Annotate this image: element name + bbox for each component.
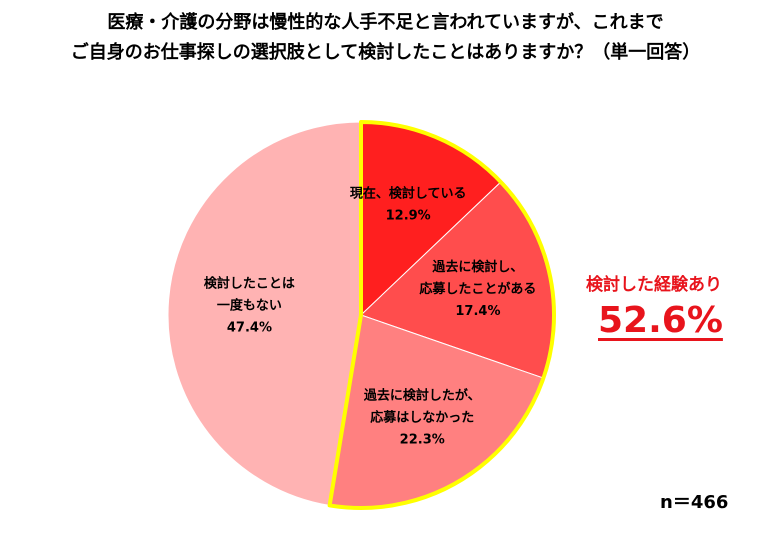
slice-label-current: 現在、検討している [350, 186, 467, 202]
slice-label-applied: 過去に検討し、 [431, 259, 523, 275]
experience-label: 検討した経験あり [586, 275, 722, 295]
slice-label-never: 一度もない [217, 297, 282, 313]
slice-label-applied: 応募したことがある [419, 281, 536, 297]
slice-label-never: 検討したことは [204, 275, 295, 291]
slice-value-applied: 17.4% [455, 304, 500, 319]
slice-label-not-applied: 過去に検討したが、 [363, 387, 481, 403]
title-line-1: 医療・介護の分野は慢性的な人手不足と言われていますが、これまで [107, 12, 664, 33]
slice-label-not-applied: 応募はしなかった [370, 409, 474, 425]
experience-value: 52.6% [598, 300, 723, 341]
chart-title: 医療・介護の分野は慢性的な人手不足と言われていますが、これまで ご自身のお仕事探… [0, 8, 771, 68]
title-line-2: ご自身のお仕事探しの選択肢として検討したことはありますか？（単一回答） [70, 42, 701, 63]
experience-highlight-outline [327, 120, 556, 510]
slice-value-not-applied: 22.3% [400, 432, 445, 447]
slice-value-never: 47.4% [227, 320, 272, 335]
pie-slices [167, 121, 555, 509]
slice-value-current: 12.9% [386, 209, 431, 224]
pie-slice-never [167, 121, 362, 507]
pie-labels: 現在、検討している 12.9% 過去に検討し、応募したことがある 17.4% 過去に検討… [204, 186, 537, 448]
sample-size: n＝466 [660, 492, 729, 513]
